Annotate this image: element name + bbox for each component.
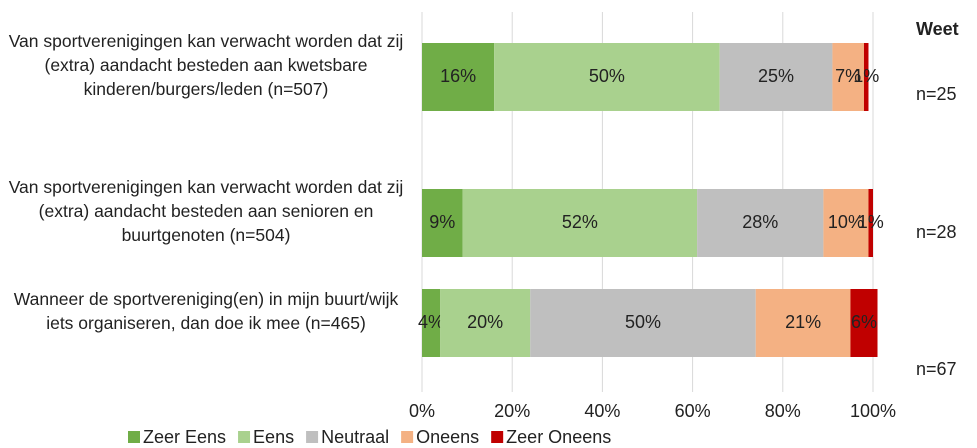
- bar-segment: [462, 189, 698, 257]
- x-tick-label: 100%: [850, 401, 896, 421]
- data-label: 4%: [418, 312, 444, 332]
- x-tick-label: 60%: [675, 401, 711, 421]
- data-label: 20%: [467, 312, 503, 332]
- x-tick-label: 80%: [765, 401, 801, 421]
- data-label: 16%: [440, 66, 476, 86]
- annotation: n=67: [916, 359, 957, 379]
- bar-segment: [422, 189, 463, 257]
- bar-segment: [440, 289, 531, 357]
- x-tick-label: 20%: [494, 401, 530, 421]
- bar-segment: [832, 43, 864, 111]
- legend-swatch: [491, 431, 504, 443]
- bar-segment: [422, 43, 495, 111]
- legend-label: Zeer Oneens: [506, 427, 611, 447]
- legend-swatch: [238, 431, 251, 443]
- legend-swatch: [128, 431, 140, 443]
- x-tick-label: 0%: [409, 401, 435, 421]
- bar-segment: [719, 43, 833, 111]
- bar-segment: [863, 43, 869, 111]
- category-label: Van sportverenigingen kan verwacht worde…: [8, 177, 404, 245]
- bar-segment: [868, 189, 873, 257]
- bar-segment: [823, 189, 869, 257]
- bar-segment: [850, 289, 878, 357]
- annotation: n=25: [916, 84, 957, 104]
- annotation: n=28: [916, 222, 957, 242]
- data-label: 50%: [625, 312, 661, 332]
- category-label: Van sportverenigingen kan verwacht worde…: [8, 31, 404, 99]
- data-label: 21%: [785, 312, 821, 332]
- bar-segment: [494, 43, 720, 111]
- legend-label: Neutraal: [321, 427, 389, 447]
- bar-segment: [755, 289, 851, 357]
- x-tick-label: 40%: [584, 401, 620, 421]
- data-label: 28%: [742, 212, 778, 232]
- data-label: 1%: [853, 66, 879, 86]
- legend-label: Oneens: [416, 427, 479, 447]
- bar-segment: [697, 189, 824, 257]
- data-label: 52%: [562, 212, 598, 232]
- bar-segment: [530, 289, 756, 357]
- data-label: 10%: [828, 212, 864, 232]
- data-label: 6%: [851, 312, 877, 332]
- annotation: Weet: [916, 19, 959, 39]
- data-label: 1%: [858, 212, 884, 232]
- category-label: Wanneer de sportvereniging(en) in mijn b…: [13, 289, 399, 333]
- data-label: 9%: [429, 212, 455, 232]
- legend-swatch: [401, 431, 414, 443]
- legend-label: Eens: [253, 427, 294, 447]
- data-label: 25%: [758, 66, 794, 86]
- legend-label: Zeer Eens: [143, 427, 226, 447]
- data-label: 7%: [835, 66, 861, 86]
- data-label: 50%: [589, 66, 625, 86]
- bar-segment: [422, 289, 441, 357]
- legend-swatch: [306, 431, 319, 443]
